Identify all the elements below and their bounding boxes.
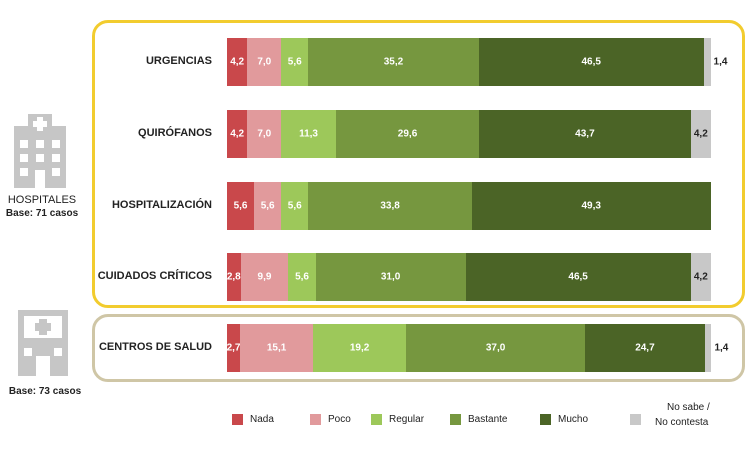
value-label-no-sabe-no-contesta-centros-de-salud: 1,4 bbox=[714, 342, 729, 354]
bar-segment-poco-hospitalizacion bbox=[254, 182, 282, 230]
value-label-regular-cuidados-criticos: 5,6 bbox=[295, 271, 309, 283]
value-label-mucho-urgencias: 46,5 bbox=[581, 56, 601, 68]
legend-swatch-nsnc bbox=[630, 414, 641, 425]
legend-swatch-mucho bbox=[540, 414, 551, 425]
bar-segment-poco-centros-de-salud bbox=[240, 324, 314, 372]
hospitals-title: HOSPITALES bbox=[7, 194, 77, 206]
legend-swatch-regular bbox=[371, 414, 382, 425]
value-label-regular-hospitalizacion: 5,6 bbox=[287, 200, 302, 212]
bar-segment-poco-urgencias bbox=[247, 38, 282, 86]
bar-segment-bastante-centros-de-salud bbox=[406, 324, 586, 372]
bar-segment-no-sabe-no-contesta-cuidados-criticos bbox=[690, 253, 711, 301]
value-label-poco-quirofanos: 7,0 bbox=[257, 128, 272, 140]
bar-segment-nada-quirofanos bbox=[227, 110, 248, 158]
category-label-hospitalizacion: HOSPITALIZACIÓN bbox=[111, 199, 212, 211]
category-label-urgencias: URGENCIAS bbox=[145, 55, 212, 67]
value-label-no-sabe-no-contesta-quirofanos: 4,2 bbox=[693, 128, 708, 140]
value-label-bastante-urgencias: 35,2 bbox=[383, 56, 404, 68]
value-label-poco-centros-de-salud: 15,1 bbox=[266, 342, 287, 354]
legend-label-poco: Poco bbox=[328, 414, 351, 425]
bar-segment-nada-centros-de-salud bbox=[227, 324, 241, 372]
value-label-no-sabe-no-contesta-urgencias: 1,4 bbox=[713, 56, 728, 68]
legend-label-nada: Nada bbox=[250, 414, 274, 425]
bar-segment-nada-hospitalizacion bbox=[227, 182, 255, 230]
bar-segment-regular-cuidados-criticos bbox=[288, 253, 316, 301]
value-label-bastante-centros-de-salud: 37,0 bbox=[485, 342, 506, 354]
value-label-mucho-cuidados-criticos: 46,5 bbox=[568, 271, 588, 283]
centros-base: Base: 73 casos bbox=[8, 386, 82, 397]
bar-segment-bastante-hospitalizacion bbox=[308, 182, 472, 230]
bar-segment-mucho-urgencias bbox=[478, 38, 704, 86]
legend-label-mucho: Mucho bbox=[558, 414, 589, 425]
bar-segment-bastante-cuidados-criticos bbox=[315, 253, 466, 301]
bar-segment-poco-cuidados-criticos bbox=[240, 253, 289, 301]
category-label-quirofanos: QUIRÓFANOS bbox=[138, 127, 212, 139]
bar-segment-no-sabe-no-contesta-centros-de-salud bbox=[704, 324, 712, 372]
category-label-cuidados-criticos: CUIDADOS CRÍTICOS bbox=[97, 270, 212, 282]
hospitals-base: Base: 71 casos bbox=[5, 208, 79, 219]
value-label-poco-cuidados-criticos: 9,9 bbox=[257, 271, 272, 283]
value-label-regular-quirofanos: 11,3 bbox=[299, 128, 319, 140]
hospitals-group-box bbox=[92, 20, 745, 308]
value-label-mucho-quirofanos: 43,7 bbox=[575, 128, 595, 140]
value-label-no-sabe-no-contesta-cuidados-criticos: 4,2 bbox=[693, 271, 708, 283]
bar-segment-regular-urgencias bbox=[281, 38, 309, 86]
value-label-mucho-centros-de-salud: 24,7 bbox=[635, 342, 655, 354]
value-label-nada-hospitalizacion: 5,6 bbox=[233, 200, 248, 212]
legend-poco: Poco bbox=[310, 414, 351, 425]
legend-swatch-nada bbox=[232, 414, 243, 425]
value-label-nada-centros-de-salud: 2,7 bbox=[226, 342, 241, 354]
legend-label-regular: Regular bbox=[389, 414, 425, 425]
bar-segment-regular-quirofanos bbox=[281, 110, 336, 158]
legend-label-nsnc-1: No sabe / bbox=[667, 402, 710, 413]
value-label-bastante-hospitalizacion: 33,8 bbox=[380, 200, 400, 212]
value-label-regular-centros-de-salud: 19,2 bbox=[349, 342, 370, 354]
legend-swatch-poco bbox=[310, 414, 321, 425]
value-label-poco-urgencias: 7,0 bbox=[257, 56, 272, 68]
legend-swatch-bastante bbox=[450, 414, 461, 425]
value-label-nada-cuidados-criticos: 2,8 bbox=[226, 271, 241, 283]
legend-label-bastante: Bastante bbox=[468, 414, 508, 425]
bar-segment-mucho-cuidados-criticos bbox=[465, 253, 691, 301]
bar-segment-mucho-hospitalizacion bbox=[471, 182, 711, 230]
value-label-mucho-hospitalizacion: 49,3 bbox=[581, 200, 601, 212]
value-label-bastante-cuidados-criticos: 31,0 bbox=[380, 271, 401, 283]
value-label-regular-urgencias: 5,6 bbox=[287, 56, 302, 68]
bar-segment-nada-cuidados-criticos bbox=[227, 253, 241, 301]
value-label-nada-urgencias: 4,2 bbox=[230, 56, 245, 68]
bar-segment-poco-quirofanos bbox=[247, 110, 282, 158]
legend-nsnc bbox=[630, 414, 648, 425]
bar-segment-nada-urgencias bbox=[227, 38, 248, 86]
legend-bastante: Bastante bbox=[450, 414, 507, 425]
legend-nada: Nada bbox=[232, 414, 274, 425]
bar-segment-mucho-centros-de-salud bbox=[585, 324, 705, 372]
legend-mucho: Mucho bbox=[540, 414, 588, 425]
value-label-bastante-quirofanos: 29,6 bbox=[397, 128, 418, 140]
legend-regular: Regular bbox=[371, 414, 424, 425]
bar-segment-no-sabe-no-contesta-urgencias bbox=[703, 38, 711, 86]
bar-segment-regular-hospitalizacion bbox=[281, 182, 309, 230]
bar-segment-bastante-urgencias bbox=[308, 38, 479, 86]
value-label-nada-quirofanos: 4,2 bbox=[230, 128, 245, 140]
value-label-poco-hospitalizacion: 5,6 bbox=[260, 200, 275, 212]
bar-segment-bastante-quirofanos bbox=[335, 110, 480, 158]
legend-label-nsnc-2: No contesta bbox=[655, 417, 709, 428]
health-center-icon bbox=[18, 310, 68, 376]
hospital-building-icon bbox=[14, 114, 66, 188]
category-label-centros-de-salud: CENTROS DE SALUD bbox=[98, 341, 212, 353]
bar-segment-no-sabe-no-contesta-quirofanos bbox=[690, 110, 711, 158]
bar-segment-regular-centros-de-salud bbox=[313, 324, 407, 372]
centros-group-box bbox=[92, 314, 745, 382]
bar-segment-mucho-quirofanos bbox=[479, 110, 691, 158]
